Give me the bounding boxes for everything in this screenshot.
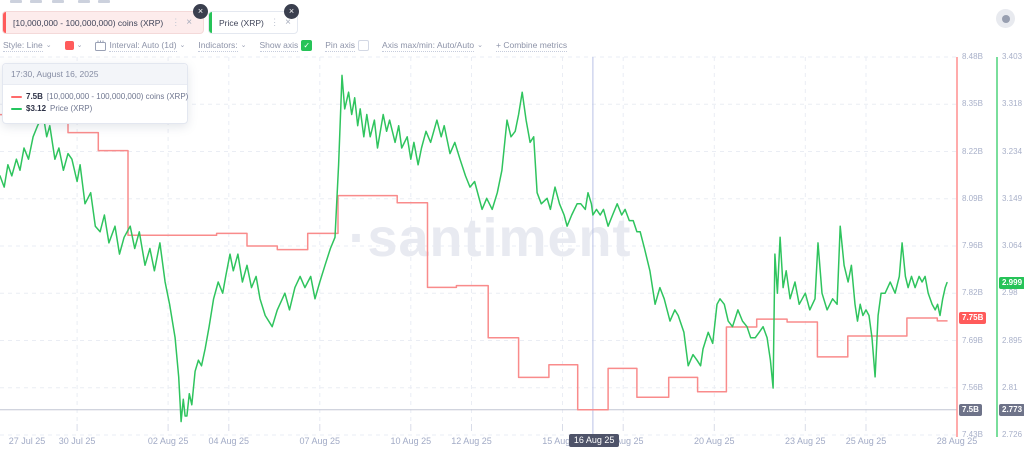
price-series-dash-icon xyxy=(11,108,22,111)
tab-label: [10,000,000 - 100,000,000) coins (XRP) xyxy=(13,17,164,28)
indicators-dropdown[interactable]: Indicators: ⌄ xyxy=(198,39,247,52)
cropped-toolbar-remnant xyxy=(30,0,42,3)
chart-tooltip: 17:30, August 16, 2025 7.5B [10,000,000 … xyxy=(2,63,188,124)
price-series-line xyxy=(0,74,948,423)
cropped-toolbar-remnant xyxy=(52,0,64,3)
close-icon[interactable]: × xyxy=(186,17,193,28)
tooltip-row-supply: 7.5B [10,000,000 - 100,000,000) coins (X… xyxy=(11,91,188,103)
series-color-swatch[interactable] xyxy=(64,41,74,50)
tooltip-row-price: $3.12 Price (XRP) xyxy=(11,103,179,115)
kebab-menu-icon[interactable]: ⋮ xyxy=(171,17,181,27)
supply-crosshair-value-badge: 7.5B xyxy=(959,403,982,416)
tab-color-bar xyxy=(3,12,6,33)
tooltip-label: Price (XRP) xyxy=(50,104,93,114)
interval-label: Interval: Auto (1d) xyxy=(109,39,177,52)
chevron-down-icon: ⌄ xyxy=(179,42,186,49)
price-current-value-badge: 2.999 xyxy=(999,276,1024,289)
axis-maxmin-label: Axis max/min: Auto/Auto xyxy=(382,39,475,52)
axis-maxmin-dropdown[interactable]: Axis max/min: Auto/Auto ⌄ xyxy=(382,40,483,52)
combine-metrics-button[interactable]: + Combine metrics xyxy=(496,39,568,52)
show-axis-toggle[interactable]: Show axis ✓ xyxy=(259,39,313,52)
tab-remove-badge[interactable]: × xyxy=(284,4,299,19)
kebab-menu-icon[interactable]: ⋮ xyxy=(270,17,280,27)
tooltip-value: 7.5B xyxy=(26,92,43,101)
metric-tab-supply-distribution[interactable]: [10,000,000 - 100,000,000) coins (XRP) ⋮… xyxy=(2,11,204,34)
style-dropdown[interactable]: Style: Line ⌄ xyxy=(3,40,52,52)
tab-remove-badge[interactable]: × xyxy=(193,4,208,19)
cropped-toolbar-remnant xyxy=(78,0,90,3)
tooltip-body: 7.5B [10,000,000 - 100,000,000) coins (X… xyxy=(3,85,188,123)
interval-dropdown[interactable]: Interval: Auto (1d) ⌄ xyxy=(95,40,185,52)
pin-axis-label: Pin axis xyxy=(325,39,356,52)
tooltip-datetime: 17:30, August 16, 2025 xyxy=(3,64,187,85)
pin-axis-checkbox[interactable] xyxy=(358,40,370,51)
indicators-label: Indicators: xyxy=(198,39,238,52)
crosshair-date-badge: 16 Aug 25 xyxy=(568,434,620,447)
supply-series-dash-icon xyxy=(11,96,22,98)
color-swatch-dropdown[interactable]: ⌄ xyxy=(64,41,83,50)
supply-series-line xyxy=(0,113,948,411)
cropped-toolbar-remnant xyxy=(10,0,22,3)
cropped-toolbar-remnant xyxy=(98,0,110,3)
chevron-down-icon: ⌄ xyxy=(477,42,484,49)
chevron-down-icon: ⌄ xyxy=(76,42,83,49)
style-label: Style: Line xyxy=(3,39,43,52)
metric-tab-price[interactable]: Price (XRP) ⋮ × xyxy=(208,11,298,34)
tooltip-label: [10,000,000 - 100,000,000) coins (XRP) xyxy=(46,92,189,101)
show-axis-label: Show axis xyxy=(259,39,299,52)
tooltip-value: $3.12 xyxy=(26,104,47,114)
close-icon[interactable]: × xyxy=(285,17,291,28)
watermark-text: ·santiment xyxy=(348,208,631,268)
chevron-down-icon: ⌄ xyxy=(45,42,52,49)
pin-axis-toggle[interactable]: Pin axis xyxy=(325,39,370,52)
chart-toolbar: Style: Line ⌄ ⌄ Interval: Auto (1d) ⌄ In… xyxy=(3,39,568,52)
help-bubble-button[interactable] xyxy=(996,9,1015,28)
combine-metrics-label: + Combine metrics xyxy=(496,39,568,52)
tab-color-bar xyxy=(209,12,212,33)
interval-calendar-icon xyxy=(95,40,107,51)
price-crosshair-value-badge: 2.773 xyxy=(999,403,1024,416)
supply-current-value-badge: 7.75B xyxy=(959,312,987,324)
help-bubble-dot-icon xyxy=(1001,14,1010,23)
tab-label: Price (XRP) xyxy=(219,17,264,28)
show-axis-checkbox[interactable]: ✓ xyxy=(301,40,313,51)
chevron-down-icon: ⌄ xyxy=(240,42,247,49)
